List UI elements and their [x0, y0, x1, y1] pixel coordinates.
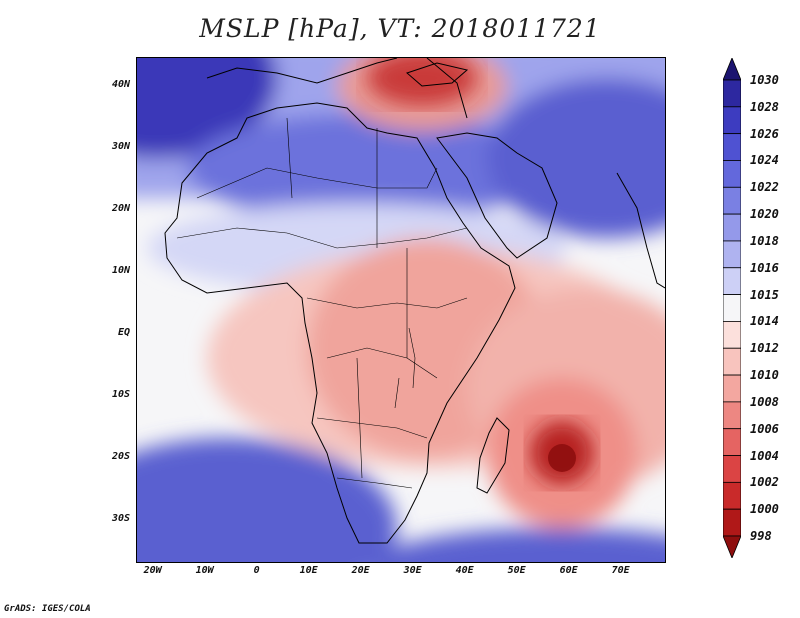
- colorbar-swatch: [723, 79, 741, 108]
- lon-label: 20W: [143, 565, 162, 576]
- colorbar-swatch: [723, 106, 741, 135]
- colorbar-swatch: [723, 186, 741, 215]
- madagascar-coastline: [476, 417, 510, 494]
- colorbar-label: 1000: [750, 502, 779, 517]
- colorbar-label: 1004: [750, 448, 779, 463]
- border-southern: [316, 417, 428, 439]
- colorbar-label: 1002: [750, 475, 779, 490]
- colorbar-label: 1006: [750, 421, 779, 436]
- black-sea: [406, 62, 469, 87]
- lon-label: 10E: [299, 565, 318, 576]
- border-sahel: [176, 227, 468, 249]
- lat-label: 30S: [111, 513, 130, 524]
- lat-label: 10S: [111, 389, 130, 400]
- lat-label: 20N: [111, 203, 130, 214]
- colorbar-swatch: [723, 321, 741, 349]
- colorbar-swatch: [723, 481, 741, 510]
- colorbar: [723, 58, 741, 558]
- colorbar-swatch: [723, 213, 741, 242]
- colorbar-swatch: [723, 240, 741, 269]
- border-south: [336, 477, 413, 489]
- colorbar-swatch: [723, 508, 741, 537]
- lat-label: EQ: [117, 327, 130, 338]
- colorbar-label: 1008: [750, 394, 779, 409]
- map-panel: [136, 57, 666, 563]
- colorbar-swatch: [723, 133, 741, 161]
- coastlines: [164, 58, 665, 544]
- colorbar-swatch: [723, 160, 741, 188]
- lon-label: 70E: [611, 565, 630, 576]
- lon-label: 30E: [403, 565, 422, 576]
- lat-label: 40N: [111, 79, 130, 90]
- colorbar-swatch: [723, 455, 741, 483]
- field-low-eye: [548, 444, 576, 472]
- colorbar-label: 1024: [750, 153, 779, 168]
- india-coastline: [616, 172, 665, 289]
- lat-label: 30N: [111, 141, 130, 152]
- lon-label: 10W: [195, 565, 214, 576]
- colorbar-label: 1022: [750, 180, 779, 195]
- arabia-coastline: [436, 132, 558, 259]
- lon-label: 0: [253, 565, 260, 576]
- africa-coastline: [164, 102, 516, 544]
- lon-label: 50E: [507, 565, 526, 576]
- colorbar-swatch: [723, 267, 741, 295]
- colorbar-swatch: [723, 294, 741, 322]
- colorbar-label: 1015: [750, 287, 779, 302]
- colorbar-label: 998: [750, 529, 772, 543]
- lat-label: 20S: [111, 451, 130, 462]
- colorbar-swatch: [723, 347, 741, 376]
- credit-text: GrADS: IGES/COLA: [4, 604, 91, 614]
- border-sahara: [196, 167, 438, 199]
- plot-title: MSLP [hPa], VT: 2018011721: [199, 14, 601, 43]
- country-borders: [176, 117, 468, 489]
- lon-label: 40E: [455, 565, 474, 576]
- colorbar-label: 1030: [750, 73, 779, 87]
- colorbar-swatch: [723, 401, 741, 430]
- border-equatorial: [326, 347, 438, 379]
- colorbar-label: 1014: [750, 314, 779, 329]
- colorbar-bottom-triangle: [723, 535, 741, 558]
- colorbar-label: 1020: [750, 207, 779, 222]
- colorbar-top-triangle: [723, 58, 741, 81]
- lat-label: 10N: [111, 265, 130, 276]
- colorbar-label: 1012: [750, 341, 779, 356]
- field-south-ocean-high: [369, 528, 665, 562]
- pressure-map: [137, 58, 665, 562]
- field-asia-high: [487, 78, 665, 238]
- colorbar-label: 1026: [750, 126, 779, 141]
- colorbar-label: 1028: [750, 99, 779, 114]
- colorbar-label: 1018: [750, 233, 779, 248]
- field-balkan-core: [367, 58, 477, 106]
- lon-label: 20E: [351, 565, 370, 576]
- border-meridians: [286, 117, 408, 479]
- colorbar-label: 1016: [750, 260, 779, 275]
- europe-coastline: [206, 58, 468, 119]
- field-sahara-high: [187, 113, 547, 223]
- colorbar-label: 1010: [750, 368, 779, 383]
- colorbar-swatch: [723, 374, 741, 403]
- colorbar-swatch: [723, 428, 741, 456]
- border-central: [306, 297, 468, 309]
- border-lakes: [394, 327, 416, 409]
- lon-label: 60E: [559, 565, 578, 576]
